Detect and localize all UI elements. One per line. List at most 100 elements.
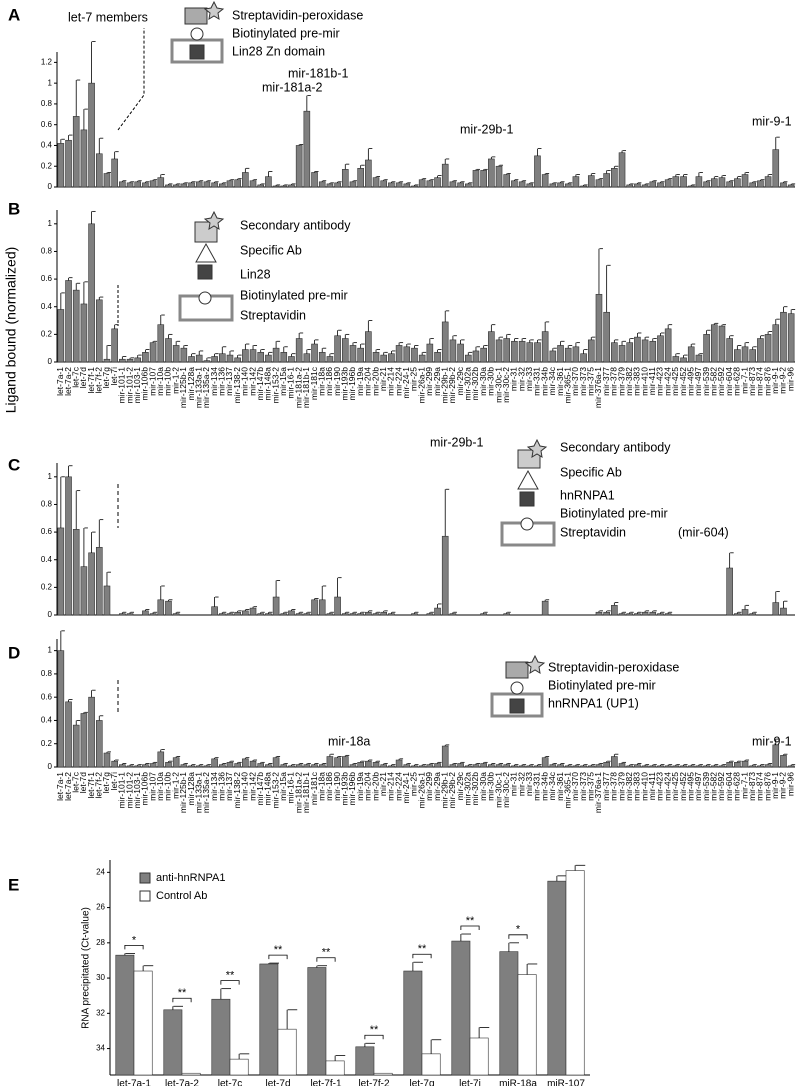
bar: [511, 765, 518, 768]
bar: [626, 342, 634, 363]
x-tick-label: mir-539: [701, 772, 711, 801]
bar: [741, 174, 749, 188]
bar: [103, 173, 111, 188]
bar: [265, 613, 272, 616]
y-tick-label: 0.6: [41, 527, 53, 536]
annotation: mir-181a-2: [262, 80, 322, 94]
bar: [499, 951, 519, 1076]
x-tick-label: mir-19a: [355, 367, 365, 396]
bar: [564, 347, 572, 363]
bar: [249, 607, 257, 616]
bar: [641, 339, 649, 363]
bar: [341, 338, 349, 363]
bar: [272, 757, 280, 768]
bar: [580, 185, 587, 188]
bar: [772, 324, 780, 363]
x-tick-label: mir-382: [624, 772, 634, 801]
bar: [149, 180, 157, 188]
schematic: [490, 654, 546, 718]
bar: [495, 165, 503, 188]
bar: [488, 764, 495, 768]
bar: [695, 176, 703, 188]
annotation: Streptavidin-peroxidase: [548, 660, 679, 674]
bar: [265, 764, 272, 768]
bar: [218, 764, 226, 768]
bar: [557, 182, 564, 188]
x-tick-label: let-7g: [409, 1079, 434, 1086]
bar: [172, 613, 180, 616]
x-tick-label: mir-34b: [539, 772, 549, 801]
sig-bracket: [508, 934, 528, 939]
bar: [318, 352, 326, 363]
bar: [772, 744, 780, 768]
bar: [149, 342, 157, 363]
bar: [710, 765, 718, 768]
bar: [451, 940, 471, 1076]
sig-bracket: [412, 953, 432, 959]
x-tick-label: mir-153-2: [270, 367, 280, 404]
x-tick-label: mir-136: [217, 367, 227, 396]
sig-bracket: [172, 997, 192, 1003]
bar: [695, 765, 703, 768]
significance: **: [178, 987, 187, 999]
bar: [749, 765, 757, 768]
bar: [541, 757, 549, 768]
x-tick-label: let-7i: [459, 1079, 481, 1086]
bar: [618, 763, 626, 768]
x-tick-label: mir-873: [747, 772, 757, 801]
y-tick-label: 26: [96, 903, 105, 912]
bar: [277, 1028, 297, 1076]
bar: [441, 535, 449, 616]
x-tick-label: mir-142: [247, 772, 257, 801]
x-tick-label: mir-33: [524, 772, 534, 796]
x-tick-label: mir-30a: [478, 367, 488, 396]
bar: [165, 338, 172, 363]
bar: [495, 339, 503, 363]
bar: [549, 764, 557, 768]
bar: [111, 158, 118, 188]
x-tick-label: mir-497: [693, 367, 703, 396]
bar: [564, 765, 572, 768]
bar: [142, 610, 149, 616]
y-tick-label: 30: [96, 973, 105, 982]
y-tick-label: 0.8: [41, 669, 53, 678]
bar: [157, 177, 165, 188]
bar: [680, 176, 687, 188]
bar: [780, 182, 787, 188]
bar: [372, 352, 380, 363]
x-tick-label: mir-423: [655, 772, 665, 801]
x-tick-label: mir-383: [632, 367, 642, 396]
bar: [680, 765, 687, 768]
bar: [741, 760, 749, 768]
annotation: mir-29b-1: [430, 435, 484, 449]
x-tick-label: mir-373: [578, 367, 588, 396]
bar: [734, 762, 741, 768]
bar: [657, 765, 664, 768]
bar: [757, 338, 764, 363]
x-tick-label: mir-370: [570, 367, 580, 396]
bar: [695, 354, 703, 363]
annotation: (mir-604): [678, 525, 729, 539]
bar: [126, 182, 134, 188]
bar: [426, 343, 434, 363]
x-tick-label: mir-29c: [455, 366, 465, 395]
x-tick-label: mir-410: [639, 367, 649, 396]
y-axis-label: Ligand bound (normalized): [3, 247, 19, 414]
bar: [111, 328, 118, 363]
bar: [180, 764, 188, 768]
x-tick-label: let-7a-2: [63, 772, 73, 801]
bar: [664, 613, 672, 616]
bar: [88, 552, 95, 616]
x-tick-label: mir-107: [147, 772, 157, 801]
bar: [119, 181, 126, 188]
bar: [572, 765, 580, 768]
x-tick-label: mir-10b: [163, 367, 173, 396]
x-tick-label: mir-193b: [340, 772, 350, 806]
bar: [288, 765, 295, 768]
x-tick-label: mir-135a-2: [201, 772, 211, 813]
legend-label: anti-hnRNPA1: [156, 872, 226, 884]
x-tick-label: mir-125b-1: [178, 772, 188, 813]
bar: [229, 1058, 249, 1076]
bar: [511, 340, 518, 363]
bar: [441, 163, 449, 188]
